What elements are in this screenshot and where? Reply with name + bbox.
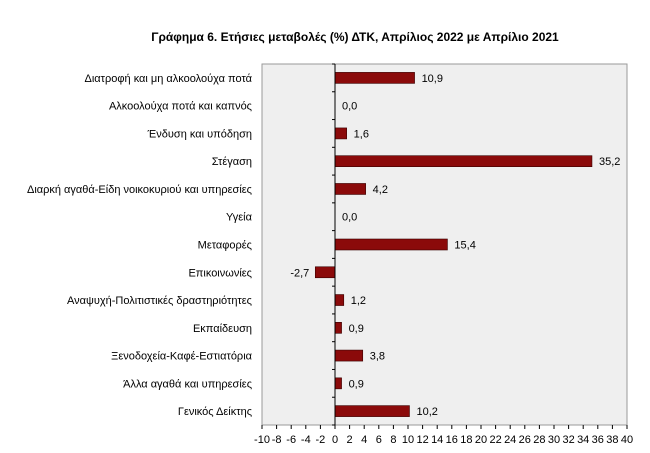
x-tick-label: 30 — [548, 434, 560, 446]
x-tick-label: -4 — [301, 434, 311, 446]
bar — [334, 155, 593, 167]
category-label: Υγεία — [226, 212, 253, 224]
x-tick-label: 36 — [592, 434, 604, 446]
category-label: Γενικός Δείκτης — [178, 406, 252, 418]
data-label: 1,6 — [354, 128, 369, 140]
x-tick-label: 26 — [519, 434, 531, 446]
bar — [334, 322, 342, 334]
bar — [334, 294, 345, 306]
bar — [334, 72, 415, 84]
data-label: 35,2 — [599, 156, 620, 168]
x-tick-label: -8 — [272, 434, 282, 446]
category-label: Ξενοδοχεία-Καφέ-Εστιατόρια — [111, 351, 252, 363]
bar — [334, 405, 410, 417]
x-tick-label: -10 — [254, 434, 270, 446]
x-tick-label: 40 — [621, 434, 633, 446]
category-label: Αλκοολούχα ποτά και καπνός — [109, 101, 252, 113]
bar — [334, 377, 342, 390]
category-label: Ένδυση και υπόδηση — [147, 128, 252, 140]
chart-title: Γράφημα 6. Ετήσιες μεταβολές (%) ΔΤΚ, Απ… — [151, 30, 559, 44]
category-labels: Διατροφή και μη αλκοολούχα ποτά Αλκοολούχ… — [27, 73, 253, 418]
x-tick-label: 12 — [416, 434, 428, 446]
x-tick-label: 20 — [475, 434, 487, 446]
x-axis: -10 -8 -6 -4 -2 0 2 4 6 8 10 12 14 16 18 20 22 24 26 28 30 32… — [254, 63, 633, 446]
bar — [334, 127, 347, 140]
category-label: Άλλα αγαθά και υπηρεσίες — [123, 378, 252, 390]
x-tick-label: 2 — [347, 434, 353, 446]
category-label: Επικοινωνίες — [188, 267, 252, 279]
x-tick-label: 38 — [606, 434, 618, 446]
x-tick-label: 14 — [431, 434, 443, 446]
category-label: Στέγαση — [212, 156, 252, 168]
data-label: 0,9 — [349, 323, 364, 335]
x-tick-label: 34 — [577, 434, 589, 446]
x-tick-label: 28 — [533, 434, 545, 446]
category-label: Διατροφή και μη αλκοολούχα ποτά — [85, 73, 253, 85]
x-tick-label: 8 — [390, 434, 396, 446]
bar — [334, 349, 364, 362]
x-tick-label: 10 — [402, 434, 414, 446]
data-label: 3,8 — [370, 351, 385, 363]
data-label: 0,0 — [342, 212, 357, 224]
category-label: Διαρκή αγαθά-Είδη νοικοκυριού και υπηρεσ… — [27, 184, 252, 196]
data-label: 10,9 — [422, 73, 443, 85]
data-label: 0,0 — [342, 101, 357, 113]
x-tick-label: 0 — [332, 434, 338, 446]
x-tick-label: 18 — [460, 434, 472, 446]
category-label: Αναψυχή-Πολιτιστικές δραστηριότητες — [67, 295, 252, 307]
x-tick-label: 4 — [361, 434, 367, 446]
x-tick-label: 6 — [376, 434, 382, 446]
value-labels: 10,9 0,0 1,6 35,2 4,2 0,0 15,4 -2,7 1,2 0,9 3,8 0,9… — [290, 73, 620, 418]
data-label: 4,2 — [373, 184, 388, 196]
bars — [314, 72, 593, 417]
x-tick-label: 24 — [504, 434, 516, 446]
x-tick-label: 32 — [562, 434, 574, 446]
data-label: 0,9 — [349, 378, 364, 390]
bar — [314, 266, 336, 279]
data-label: -2,7 — [290, 267, 309, 279]
bar — [334, 238, 448, 251]
data-label: 10,2 — [416, 406, 437, 418]
x-tick-label: -2 — [316, 434, 326, 446]
x-tick-label: 16 — [446, 434, 458, 446]
category-label: Εκπαίδευση — [193, 323, 252, 335]
data-label: 15,4 — [454, 240, 475, 252]
x-tick-label: -6 — [286, 434, 296, 446]
x-tick-label: 22 — [489, 434, 501, 446]
category-label: Μεταφορές — [198, 240, 252, 252]
data-label: 1,2 — [351, 295, 366, 307]
bar — [334, 183, 366, 195]
